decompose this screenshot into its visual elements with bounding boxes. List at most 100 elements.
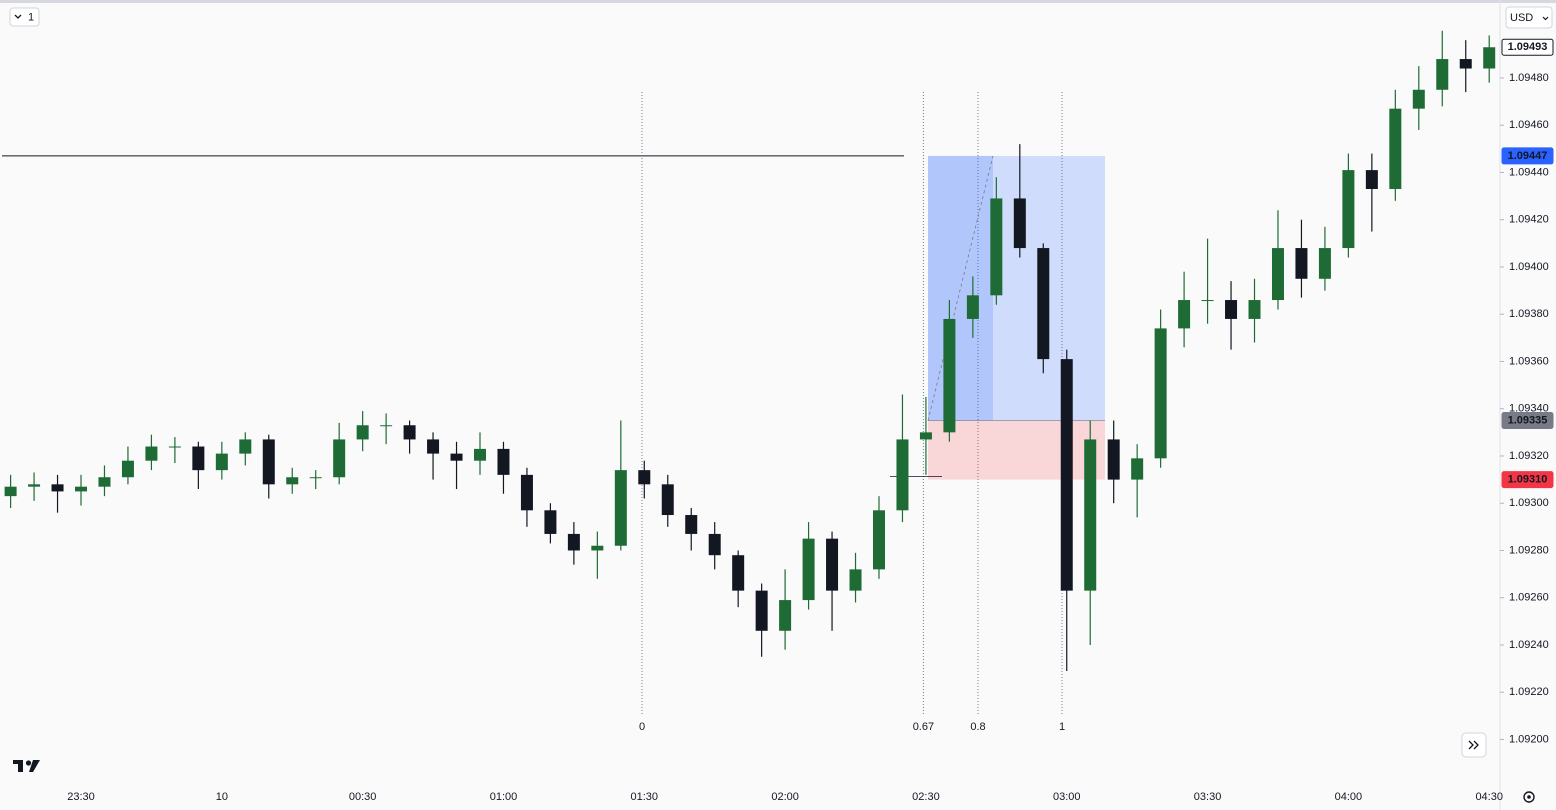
scroll-button-box[interactable] [1461,732,1487,758]
candle-body [474,448,486,461]
currency-button-box[interactable] [1505,6,1553,29]
candle-body [544,510,557,534]
candle-body [708,533,721,556]
tradingview-logo [13,760,40,772]
candle-body [638,470,651,485]
candle-body [591,545,604,551]
y-tick-label: 1.09340 [1509,403,1549,415]
candle-body [1342,170,1355,249]
stop-price-label-box [1501,471,1554,489]
fib-time-label: 0.8 [970,721,985,733]
candle-body [755,590,768,631]
double-chevron-icon [1468,740,1479,750]
candle-body [520,474,533,511]
currency-label[interactable]: USD [1510,12,1533,24]
target-price-label: 1.09447 [1508,150,1548,162]
candle-body [919,432,932,440]
y-tick-label: 1.09200 [1509,733,1549,745]
candle-body [1271,248,1284,301]
fib-time-label: 0.67 [913,721,934,733]
x-tick-label: 04:30 [1475,791,1503,803]
candle-body [1436,59,1449,90]
y-tick-label: 1.09460 [1509,119,1549,131]
candle-body [356,425,369,440]
x-tick-label: 02:30 [912,791,940,803]
candle-body [1389,108,1402,190]
candle-body [872,510,885,570]
candle-body [802,538,815,601]
candle-body [826,538,839,591]
candle-body [896,439,909,511]
gear-icon[interactable] [1523,791,1535,803]
candle-body [4,486,17,497]
logo-mark [13,760,40,772]
x-tick-label: 01:30 [631,791,659,803]
candle-body [497,448,510,475]
x-tick-label: 02:00 [771,791,799,803]
y-tick-label: 1.09440 [1509,166,1549,178]
candle-body [990,198,1003,296]
candle-body [1060,359,1073,591]
candle-body [309,477,322,479]
loss-zone [928,420,1105,480]
y-tick-label: 1.09260 [1509,592,1549,604]
candle-body [51,484,64,492]
candle-body [98,477,111,487]
candle-body [1154,328,1167,459]
y-tick-label: 1.09320 [1509,450,1549,462]
candle-body [1412,89,1425,109]
candle-body [28,484,41,487]
plot-area: 0 0.67 0.8 1 [2,30,1496,733]
candle-body [1013,198,1026,249]
candle-body [567,533,580,551]
candle-body [450,453,463,461]
candle-body [168,446,181,448]
candle-body [943,318,956,433]
candle-body [849,569,862,591]
candle-body [1037,248,1050,360]
x-tick-label: 10 [216,791,228,803]
candle-body [1295,248,1308,279]
axes: 1.09200 1.09220 1.09240 1.09260 1.09280 1.093… [67,38,1554,803]
candle-body [614,470,627,546]
y-tick-label: 1.09420 [1509,214,1549,226]
currency-button[interactable]: USD [1505,6,1553,29]
candle-body [121,460,134,478]
x-tick-label: 03:30 [1194,791,1222,803]
interval-label[interactable]: 1 [28,11,34,23]
candle-body [380,425,393,427]
fib-time-label: 0 [639,721,645,733]
fib-time-label: 1 [1059,721,1065,733]
candle-body [1459,59,1472,69]
target-price-label-box [1501,147,1554,165]
scroll-right-button[interactable] [1461,732,1487,758]
y-tick-label: 1.09280 [1509,544,1549,556]
y-tick-label: 1.09380 [1509,308,1549,320]
y-tick-label: 1.09220 [1509,686,1549,698]
y-tick-label: 1.09400 [1509,261,1549,273]
candle-body [262,439,275,485]
y-tick-label: 1.09360 [1509,355,1549,367]
interval-button-box[interactable] [9,7,40,27]
logo-dot [25,760,32,766]
candle-body [966,295,979,319]
candle-body [685,515,698,534]
settings-button[interactable] [1523,791,1535,803]
candle-body [732,555,745,591]
candle-body [1365,170,1378,190]
interval-button[interactable]: 1 [9,7,40,27]
candle-body [1318,248,1331,279]
profit-zone-filled [928,155,993,421]
candle-body [286,477,299,485]
last-price-label-box [1501,38,1554,56]
stop-price-label: 1.09310 [1508,474,1548,486]
y-tick-label: 1.09480 [1509,72,1549,84]
candle-body [1178,300,1191,329]
candle-body [779,600,792,631]
x-tick-label: 00:30 [349,791,377,803]
candle-body [1107,439,1120,480]
candle-body [215,453,228,471]
